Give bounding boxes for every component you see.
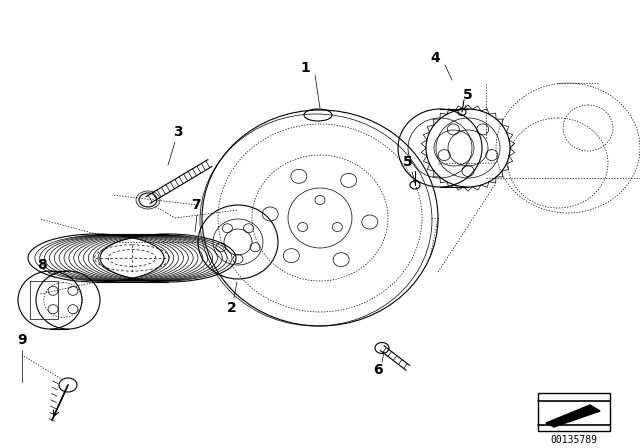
Text: 2: 2 xyxy=(227,301,237,315)
Text: 7: 7 xyxy=(191,198,201,212)
Text: 8: 8 xyxy=(37,258,47,272)
Text: 5: 5 xyxy=(463,88,473,102)
Polygon shape xyxy=(546,405,600,427)
Text: 3: 3 xyxy=(173,125,183,139)
Text: 1: 1 xyxy=(300,61,310,75)
Text: 4: 4 xyxy=(430,51,440,65)
Text: 5: 5 xyxy=(403,155,413,169)
Text: 6: 6 xyxy=(373,363,383,377)
Bar xyxy=(538,393,610,431)
Text: 9: 9 xyxy=(17,333,27,347)
Text: 00135789: 00135789 xyxy=(550,435,598,445)
